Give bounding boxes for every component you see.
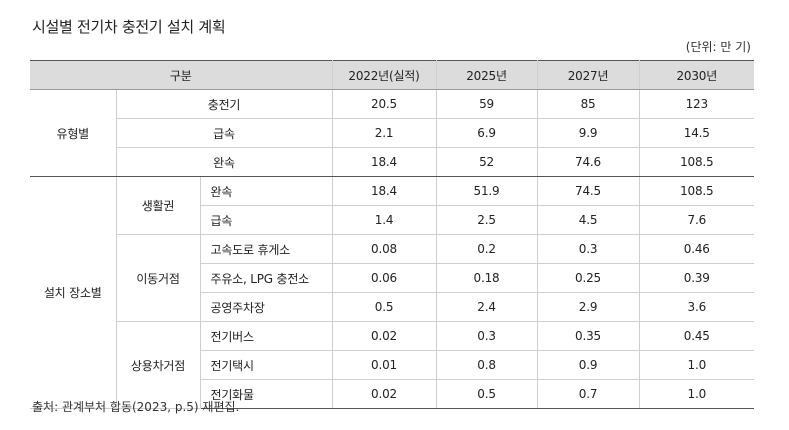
row-label: 공영주차장: [200, 292, 333, 322]
row-label: 완속: [116, 147, 333, 177]
group-label-by-type: 유형별: [30, 89, 117, 177]
row-label: 전기버스: [199, 321, 333, 351]
value-cell: 0.18: [435, 263, 538, 293]
value-cell: 9.9: [536, 118, 640, 148]
value-cell: 2.1: [331, 118, 437, 148]
value-cell: 14.5: [638, 118, 755, 148]
value-cell: 0.35: [536, 321, 640, 351]
value-cell: 0.06: [331, 263, 437, 293]
row-label: 급속: [200, 205, 333, 235]
value-cell: 74.6: [536, 147, 640, 177]
table-row: 설치 장소별 생활권 완속 18.4 51.9 74.5 108.5: [30, 176, 755, 409]
value-cell: 0.7: [536, 379, 640, 409]
value-cell: 0.5: [331, 292, 437, 322]
table-row: 전기택시 0.01 0.8 0.9 1.0: [30, 350, 755, 380]
value-cell: 52: [435, 147, 538, 177]
unit-label: (단위: 만 기): [685, 40, 751, 54]
row-label: 주유소, LPG 충전소: [200, 263, 333, 293]
value-cell: 2.4: [435, 292, 538, 322]
table-row: 주유소, LPG 충전소 0.06 0.18 0.25 0.39: [30, 263, 755, 293]
table-row: 완속 18.4 52 74.6 108.5: [30, 147, 755, 177]
value-cell: 0.08: [331, 234, 437, 264]
row-label: 완속: [199, 176, 333, 206]
value-cell: 2.5: [435, 205, 538, 235]
value-cell: 18.4: [331, 147, 437, 177]
value-cell: 108.5: [638, 147, 755, 177]
header-year: 2030년: [638, 60, 755, 90]
value-cell: 20.5: [331, 89, 437, 119]
source-note: 출처: 관계부처 합동(2023, p.5) 재편집.: [32, 400, 240, 414]
value-cell: 0.3: [536, 234, 640, 264]
value-cell: 1.4: [331, 205, 437, 235]
value-cell: 2.9: [536, 292, 640, 322]
value-cell: 4.5: [536, 205, 640, 235]
header-row: 구분 2022년(실적) 2025년 2027년 2030년: [30, 60, 755, 90]
table-title: 시설별 전기차 충전기 설치 계획: [32, 18, 226, 36]
value-cell: 59: [435, 89, 538, 119]
row-label: 전기택시: [200, 350, 333, 380]
value-cell: 0.2: [435, 234, 538, 264]
table-row: 전기화물 0.02 0.5 0.7 1.0: [30, 379, 755, 409]
value-cell: 0.39: [638, 263, 755, 293]
value-cell: 1.0: [638, 379, 755, 409]
subgroup-label: 상용차거점: [116, 321, 201, 409]
value-cell: 0.46: [638, 234, 755, 264]
subgroup-label: 생활권: [115, 176, 201, 235]
value-cell: 0.25: [536, 263, 640, 293]
value-cell: 123: [638, 89, 755, 119]
header-category: 구분: [30, 60, 333, 90]
charger-plan-table: 구분 2022년(실적) 2025년 2027년 2030년 유형별 충전기 2…: [30, 60, 755, 409]
header-year: 2025년: [435, 60, 538, 90]
value-cell: 0.5: [435, 379, 538, 409]
table-row: 이동거점 고속도로 휴게소 0.08 0.2 0.3 0.46: [30, 234, 755, 322]
value-cell: 51.9: [435, 176, 538, 206]
value-cell: 108.5: [638, 176, 755, 206]
value-cell: 6.9: [435, 118, 538, 148]
value-cell: 85: [536, 89, 640, 119]
row-label: 충전기: [115, 89, 333, 119]
value-cell: 0.3: [435, 321, 538, 351]
value-cell: 3.6: [638, 292, 755, 322]
value-cell: 1.0: [638, 350, 755, 380]
value-cell: 0.45: [638, 321, 755, 351]
table-row: 급속 2.1 6.9 9.9 14.5: [30, 118, 755, 148]
row-label: 전기화물: [200, 379, 333, 409]
value-cell: 0.8: [435, 350, 538, 380]
value-cell: 7.6: [638, 205, 755, 235]
row-label: 급속: [116, 118, 333, 148]
table-row: 유형별 충전기 20.5 59 85 123: [30, 89, 755, 177]
header-year: 2027년: [536, 60, 640, 90]
header-year: 2022년(실적): [331, 60, 437, 90]
value-cell: 18.4: [331, 176, 437, 206]
value-cell: 0.02: [331, 379, 437, 409]
row-label: 고속도로 휴게소: [199, 234, 333, 264]
subgroup-label: 이동거점: [116, 234, 201, 322]
table-row: 공영주차장 0.5 2.4 2.9 3.6: [30, 292, 755, 322]
value-cell: 74.5: [536, 176, 640, 206]
group-label-by-location: 설치 장소별: [30, 176, 117, 409]
value-cell: 0.01: [331, 350, 437, 380]
table-row: 상용차거점 전기버스 0.02 0.3 0.35 0.45: [30, 321, 755, 409]
value-cell: 0.02: [331, 321, 437, 351]
value-cell: 0.9: [536, 350, 640, 380]
